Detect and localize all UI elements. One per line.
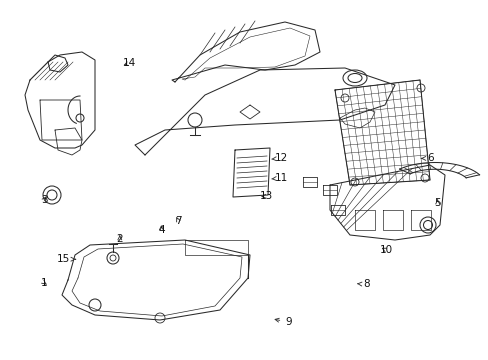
Text: 15: 15 xyxy=(57,254,76,264)
Text: 13: 13 xyxy=(259,191,273,201)
Text: 12: 12 xyxy=(271,153,287,163)
Text: 9: 9 xyxy=(275,317,291,327)
Text: 1: 1 xyxy=(41,278,47,288)
Text: 5: 5 xyxy=(433,198,440,208)
Text: 2: 2 xyxy=(116,234,123,244)
Text: 6: 6 xyxy=(421,153,433,163)
Text: 14: 14 xyxy=(122,58,136,68)
Text: 4: 4 xyxy=(158,225,164,235)
Text: 3: 3 xyxy=(41,195,47,205)
Text: 7: 7 xyxy=(175,216,182,226)
Text: 8: 8 xyxy=(357,279,369,289)
Text: 11: 11 xyxy=(271,173,287,183)
Text: 10: 10 xyxy=(379,245,392,255)
